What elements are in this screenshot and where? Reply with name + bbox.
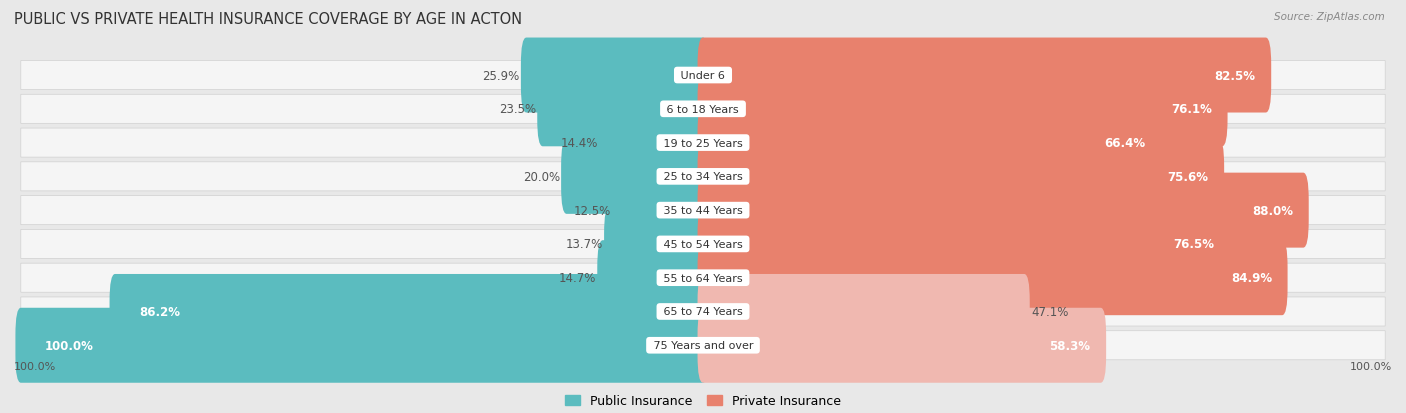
FancyBboxPatch shape (21, 297, 1385, 326)
FancyBboxPatch shape (697, 38, 1271, 113)
Text: 75.6%: 75.6% (1167, 171, 1208, 183)
Text: 100.0%: 100.0% (1350, 361, 1392, 371)
FancyBboxPatch shape (612, 173, 709, 248)
FancyBboxPatch shape (697, 207, 1230, 282)
Text: 100.0%: 100.0% (45, 339, 94, 352)
FancyBboxPatch shape (697, 72, 1227, 147)
Text: 25.9%: 25.9% (482, 69, 519, 82)
FancyBboxPatch shape (21, 129, 1385, 158)
Text: 19 to 25 Years: 19 to 25 Years (659, 138, 747, 148)
Text: 14.7%: 14.7% (558, 271, 596, 285)
FancyBboxPatch shape (598, 241, 709, 316)
Text: 20.0%: 20.0% (523, 171, 560, 183)
FancyBboxPatch shape (21, 162, 1385, 191)
Text: 25 to 34 Years: 25 to 34 Years (659, 172, 747, 182)
FancyBboxPatch shape (697, 140, 1225, 214)
Text: 6 to 18 Years: 6 to 18 Years (664, 104, 742, 114)
Text: 66.4%: 66.4% (1105, 137, 1146, 150)
Text: 12.5%: 12.5% (574, 204, 612, 217)
FancyBboxPatch shape (697, 308, 1107, 383)
Legend: Public Insurance, Private Insurance: Public Insurance, Private Insurance (565, 394, 841, 407)
FancyBboxPatch shape (697, 173, 1309, 248)
Text: 100.0%: 100.0% (14, 361, 56, 371)
FancyBboxPatch shape (21, 263, 1385, 292)
FancyBboxPatch shape (537, 72, 709, 147)
Text: 82.5%: 82.5% (1215, 69, 1256, 82)
Text: Source: ZipAtlas.com: Source: ZipAtlas.com (1274, 12, 1385, 22)
FancyBboxPatch shape (599, 106, 709, 180)
FancyBboxPatch shape (110, 274, 709, 349)
FancyBboxPatch shape (697, 106, 1161, 180)
Text: 88.0%: 88.0% (1251, 204, 1294, 217)
Text: PUBLIC VS PRIVATE HEALTH INSURANCE COVERAGE BY AGE IN ACTON: PUBLIC VS PRIVATE HEALTH INSURANCE COVER… (14, 12, 522, 27)
Text: 76.5%: 76.5% (1174, 238, 1215, 251)
Text: 58.3%: 58.3% (1049, 339, 1091, 352)
Text: 13.7%: 13.7% (565, 238, 603, 251)
FancyBboxPatch shape (697, 241, 1288, 316)
Text: 47.1%: 47.1% (1031, 305, 1069, 318)
Text: 55 to 64 Years: 55 to 64 Years (659, 273, 747, 283)
FancyBboxPatch shape (605, 207, 709, 282)
FancyBboxPatch shape (21, 230, 1385, 259)
Text: 35 to 44 Years: 35 to 44 Years (659, 206, 747, 216)
FancyBboxPatch shape (697, 274, 1029, 349)
Text: 14.4%: 14.4% (561, 137, 598, 150)
FancyBboxPatch shape (561, 140, 709, 214)
Text: 76.1%: 76.1% (1171, 103, 1212, 116)
Text: 23.5%: 23.5% (499, 103, 536, 116)
Text: 86.2%: 86.2% (139, 305, 180, 318)
FancyBboxPatch shape (21, 196, 1385, 225)
FancyBboxPatch shape (520, 38, 709, 113)
FancyBboxPatch shape (21, 95, 1385, 124)
FancyBboxPatch shape (21, 62, 1385, 90)
Text: 65 to 74 Years: 65 to 74 Years (659, 307, 747, 317)
FancyBboxPatch shape (21, 331, 1385, 360)
Text: 84.9%: 84.9% (1230, 271, 1272, 285)
FancyBboxPatch shape (15, 308, 709, 383)
Text: Under 6: Under 6 (678, 71, 728, 81)
Text: 45 to 54 Years: 45 to 54 Years (659, 240, 747, 249)
Text: 75 Years and over: 75 Years and over (650, 340, 756, 350)
